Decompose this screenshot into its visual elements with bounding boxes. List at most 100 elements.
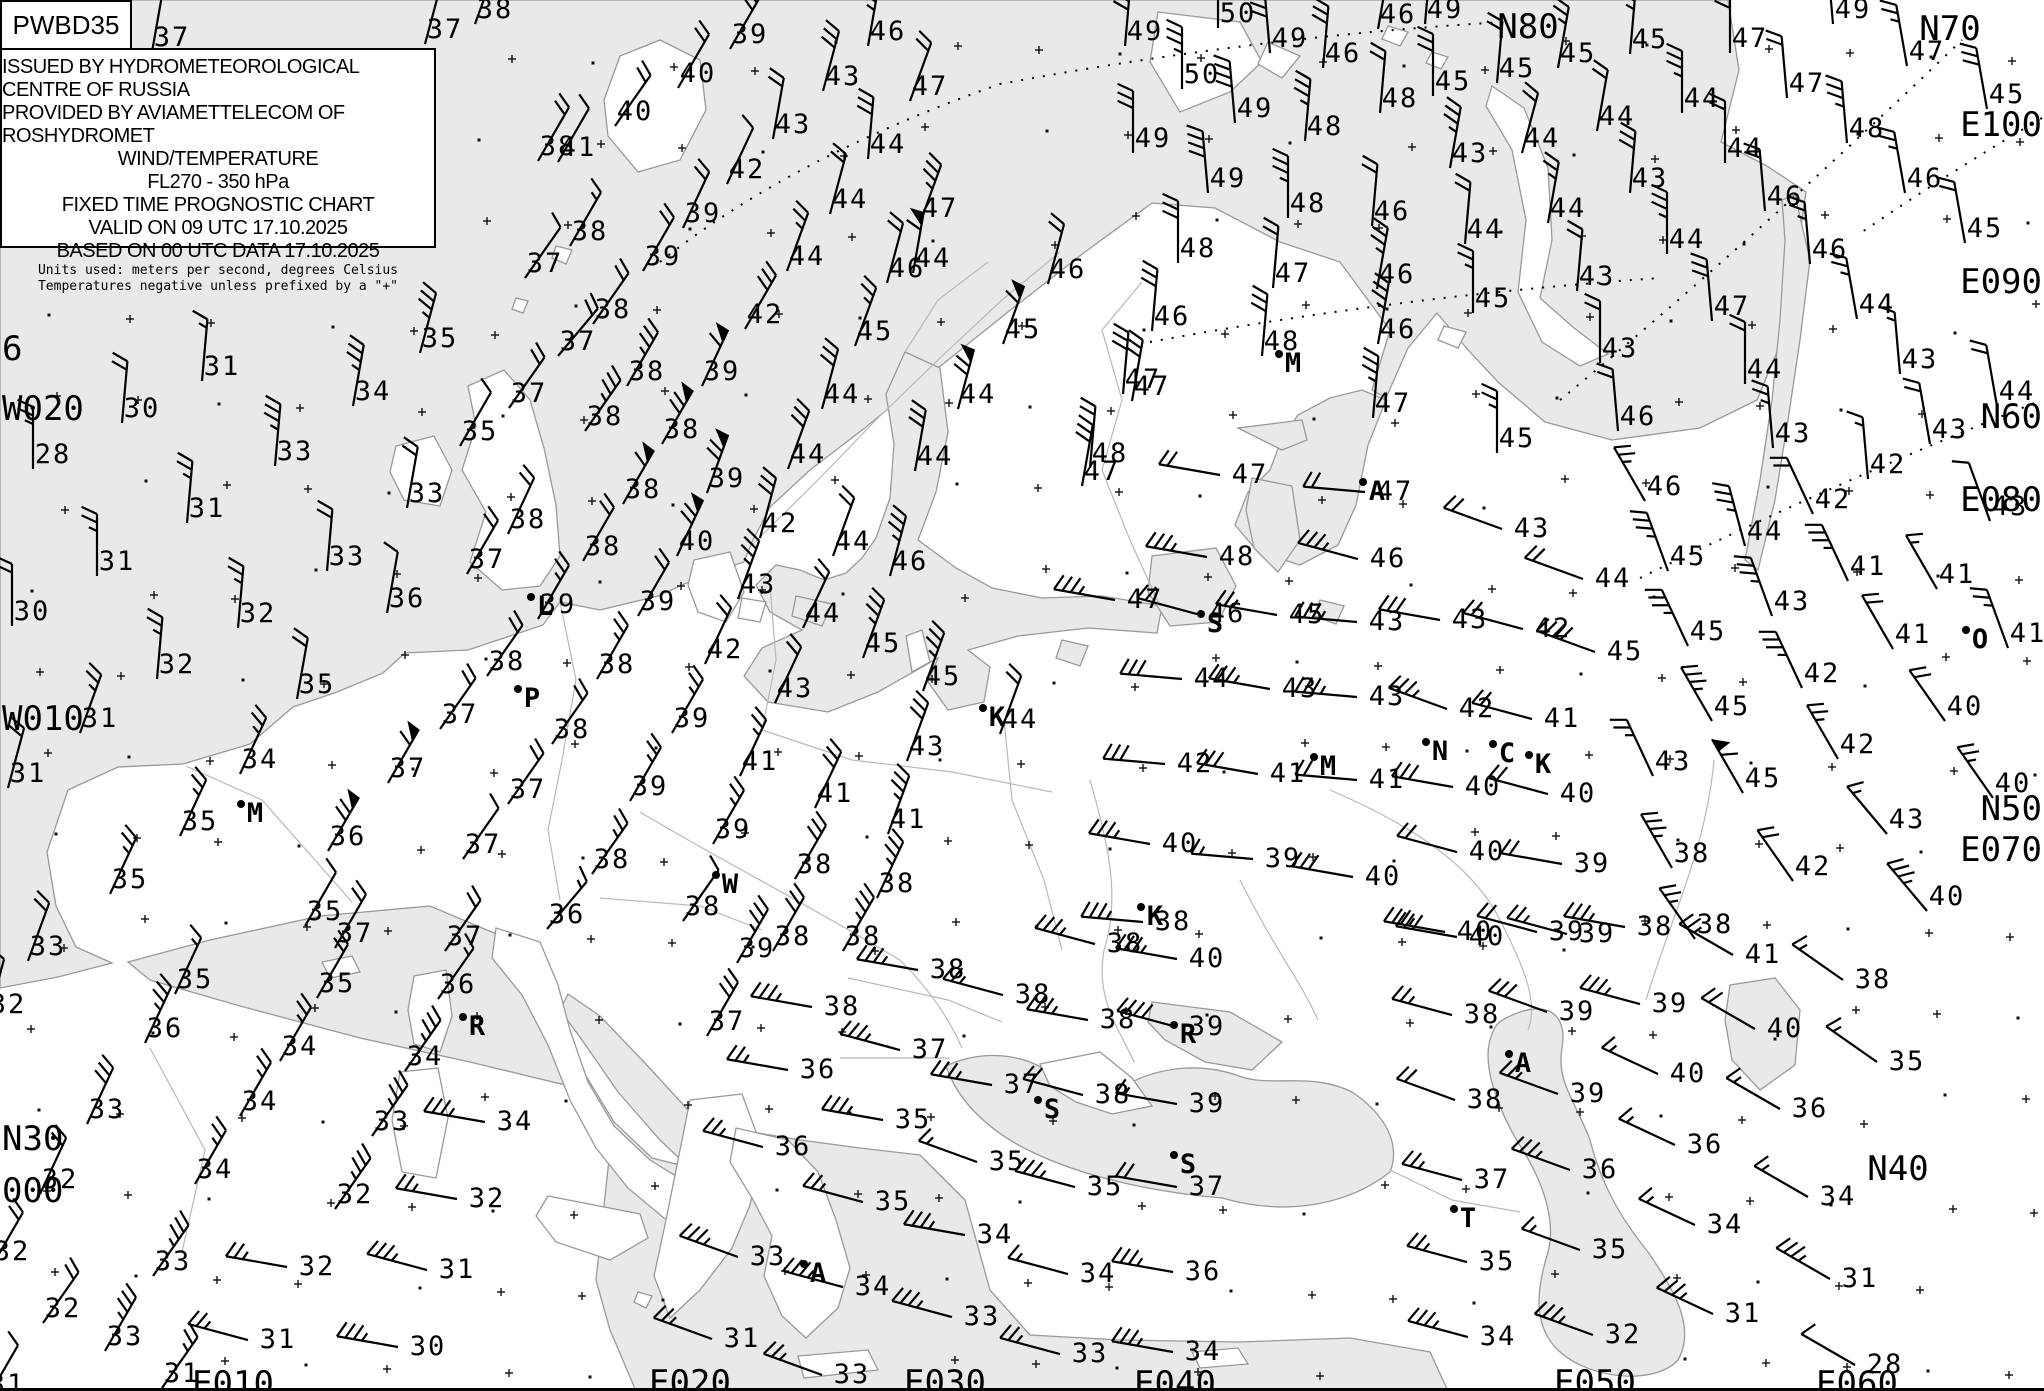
station-temperature: 44 bbox=[1002, 704, 1039, 735]
graticule-plus bbox=[928, 675, 936, 683]
city-letter: M bbox=[247, 798, 263, 829]
island-franz-josef-2 bbox=[1425, 51, 1449, 70]
graticule-dot bbox=[1645, 43, 1649, 47]
station: 50 bbox=[1166, 18, 1218, 90]
station-temperature: 37 bbox=[510, 774, 547, 805]
station-temperature: 39 bbox=[1189, 1011, 1226, 1042]
border-line bbox=[761, 584, 777, 731]
graticule-label: W020 bbox=[2, 389, 84, 429]
graticule-dot bbox=[1302, 1212, 1306, 1216]
station-temperature: 46 bbox=[1380, 0, 1417, 30]
station-temperature: 39 bbox=[732, 19, 769, 50]
graticule-plus bbox=[51, 1268, 59, 1276]
city-dot bbox=[1359, 478, 1367, 486]
station: 35 bbox=[316, 929, 353, 999]
city-marker: K bbox=[979, 702, 1006, 733]
graticule-plus bbox=[474, 574, 482, 582]
graticule-plus bbox=[491, 331, 499, 339]
station: 42 bbox=[726, 114, 763, 185]
chart-legend-box: ISSUED BY HYDROMETEOROLOGICAL CENTRE OF … bbox=[0, 48, 436, 294]
station-temperature: 45 bbox=[1670, 541, 1707, 572]
station-temperature: 44 bbox=[1684, 83, 1721, 114]
station-temperature: 30 bbox=[14, 596, 51, 627]
station-temperature: 38 bbox=[1155, 906, 1192, 937]
graticule-plus bbox=[661, 387, 669, 395]
station-temperature: 40 bbox=[617, 96, 654, 127]
graticule-dot bbox=[1028, 405, 1032, 409]
graticule-dot bbox=[775, 1188, 779, 1192]
station-temperature: 38 bbox=[824, 991, 861, 1022]
station: 48 bbox=[1162, 192, 1217, 264]
graticule-dot bbox=[2026, 221, 2030, 225]
border-line bbox=[1389, 1169, 1521, 1213]
station: 45 bbox=[1486, 11, 1533, 84]
station-temperature: 43 bbox=[1369, 681, 1406, 712]
station: 43 bbox=[905, 689, 943, 762]
station-temperature: 43 bbox=[1992, 491, 2029, 522]
graticule-plus bbox=[1935, 134, 1943, 142]
graticule-plus bbox=[1398, 938, 1406, 946]
city-marker: A bbox=[1505, 1048, 1531, 1079]
station: 36 bbox=[1510, 1135, 1619, 1185]
station-temperature: 37 bbox=[469, 544, 506, 575]
station-temperature: 46 bbox=[1370, 543, 1407, 574]
graticule-dot bbox=[54, 832, 58, 836]
station: 41 bbox=[1804, 523, 1884, 582]
station: 42 bbox=[744, 260, 781, 330]
graticule-plus bbox=[1739, 678, 1747, 686]
graticule-plus bbox=[1049, 1117, 1057, 1125]
city-marker: L bbox=[527, 591, 553, 622]
based-time: BASED ON 00 UTC DATA 17.10.2025 bbox=[56, 240, 380, 262]
station: 38 bbox=[622, 441, 659, 505]
station-temperature: 30 bbox=[124, 393, 161, 424]
station: 41 bbox=[739, 706, 776, 777]
station-temperature: 44 bbox=[1524, 123, 1561, 154]
station-temperature: 44 bbox=[835, 526, 872, 557]
graticule-plus bbox=[1024, 1279, 1032, 1287]
station: 33 bbox=[891, 1287, 998, 1332]
graticule-plus bbox=[757, 1024, 765, 1032]
station: 46 bbox=[1596, 362, 1654, 432]
graticule-plus bbox=[238, 1114, 246, 1122]
station: 35 bbox=[821, 1094, 929, 1135]
station-temperature: 48 bbox=[1180, 233, 1217, 264]
graticule-label: E070 bbox=[1960, 830, 2042, 870]
station-temperature: 46 bbox=[870, 16, 907, 47]
station-temperature: 42 bbox=[762, 508, 799, 539]
graticule-plus bbox=[1318, 496, 1326, 504]
station: 33 bbox=[152, 1209, 190, 1277]
station-temperature: 32 bbox=[299, 1251, 336, 1282]
station-temperature: 36 bbox=[1582, 1154, 1619, 1185]
station: 42 bbox=[1806, 702, 1874, 760]
graticule-plus bbox=[1294, 220, 1302, 228]
station-temperature: 38 bbox=[585, 531, 622, 562]
graticule-curve bbox=[659, 21, 1506, 263]
graticule-label: E060 bbox=[1816, 1364, 1898, 1391]
station: 39 bbox=[1487, 977, 1593, 1027]
graticule-dot bbox=[2033, 773, 2037, 777]
city-letter: W bbox=[722, 869, 739, 900]
station-temperature: 33 bbox=[1072, 1338, 1109, 1369]
city-dot bbox=[1197, 610, 1205, 618]
station: 46 bbox=[887, 504, 926, 577]
station: 42 bbox=[1846, 410, 1904, 480]
graticule-dot bbox=[671, 503, 675, 507]
graticule-plus bbox=[1845, 487, 1853, 495]
station: 36 bbox=[437, 932, 475, 1000]
city-marker: M bbox=[1275, 348, 1301, 379]
graticule-dot bbox=[477, 138, 481, 142]
station-temperature: 47 bbox=[1084, 456, 1121, 487]
graticule-plus bbox=[1675, 398, 1683, 406]
city-letter: S bbox=[1044, 1094, 1060, 1125]
graticule-plus bbox=[1195, 930, 1203, 938]
graticule-plus bbox=[1746, 1197, 1754, 1205]
station: 38 bbox=[1034, 914, 1141, 959]
graticule-dot bbox=[661, 1298, 665, 1302]
station-temperature: 36 bbox=[800, 1054, 837, 1085]
graticule-dot bbox=[1919, 850, 1923, 854]
graticule-plus bbox=[854, 1190, 862, 1198]
station: 35 bbox=[304, 857, 341, 927]
island-faroe bbox=[551, 245, 573, 265]
station: 32 bbox=[0, 954, 24, 1020]
graticule-plus bbox=[1649, 1031, 1657, 1039]
